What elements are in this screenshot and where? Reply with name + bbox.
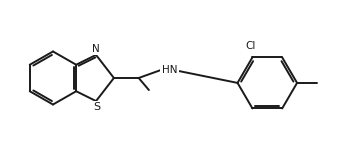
Text: HN: HN xyxy=(161,65,177,75)
Text: S: S xyxy=(94,102,101,112)
Text: N: N xyxy=(92,44,100,54)
Text: Cl: Cl xyxy=(245,42,256,51)
